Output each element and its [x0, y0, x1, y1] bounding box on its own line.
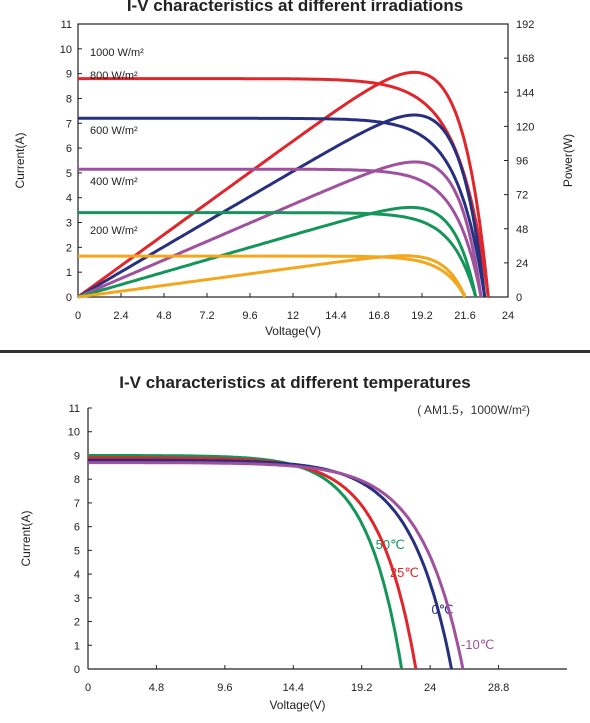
x-tick-label: 9.6	[217, 682, 232, 694]
y-axis-label: Current(A)	[19, 510, 33, 566]
y-tick-label: 9	[66, 69, 72, 81]
iv-curve-line	[78, 116, 487, 298]
series-label: 25℃	[390, 565, 419, 580]
y-tick-label: 11	[61, 19, 72, 31]
y-tick-label: 3	[66, 218, 72, 230]
y-tick-label: 2	[74, 617, 80, 629]
power-curve-line	[77, 70, 490, 299]
y-axis-label: Current(A)	[13, 132, 27, 188]
x-tick-label: 2.4	[113, 310, 128, 322]
y2-tick-label: 48	[516, 224, 528, 236]
y-tick-label: 2	[66, 242, 72, 254]
series-label: 600 W/m²	[90, 125, 138, 137]
x-tick-label: 7.2	[199, 310, 214, 322]
y2-tick-label: 24	[516, 258, 528, 270]
x-tick-label: 14.4	[283, 682, 304, 694]
y-tick-label: 7	[74, 498, 80, 510]
power-curve-line	[77, 205, 478, 299]
x-tick-label: 0	[75, 310, 81, 322]
x-tick-label: 4.8	[149, 682, 164, 694]
iv-curve-line	[78, 167, 483, 298]
y2-tick-label: 0	[516, 292, 522, 304]
y-tick-label: 6	[66, 143, 72, 155]
irradiation-chart-panel: I-V characteristics at different irradia…	[0, 0, 590, 340]
temperature-curve-line	[88, 461, 465, 670]
iv-curve-line	[78, 211, 478, 298]
power-curve-line	[77, 254, 467, 299]
y-tick-label: 0	[74, 664, 80, 676]
x-tick-label: 12	[287, 310, 299, 322]
y2-tick-label: 192	[516, 19, 534, 31]
x-axis-label: Voltage(V)	[269, 698, 325, 712]
x-tick-label: 24	[502, 310, 514, 322]
chart-title: I-V characteristics at different irradia…	[126, 0, 464, 15]
iv-curve-line	[78, 77, 490, 298]
chart-title: I-V characteristics at different tempera…	[119, 373, 471, 392]
series-label: -10℃	[461, 637, 494, 652]
y-tick-label: 1	[66, 267, 72, 279]
x-tick-label: 21.6	[454, 310, 475, 322]
y-tick-label: 9	[74, 450, 80, 462]
y-tick-label: 8	[66, 93, 72, 105]
x-tick-label: 28.8	[488, 682, 509, 694]
y-tick-label: 8	[74, 474, 80, 486]
temperature-chart: 0 4.8 9.6 14.4 19.2 24 28.8 0 1 2 3 4 5 6 7 8 9 10 11 Volta…	[19, 403, 567, 712]
x-tick-label: 19.2	[351, 682, 372, 694]
y-tick-label: 10	[60, 44, 72, 56]
y-tick-label: 1	[74, 640, 80, 652]
iv-curve-line	[78, 254, 467, 298]
temperature-curve-line	[88, 454, 404, 670]
y2-tick-label: 168	[516, 53, 534, 65]
y-tick-label: 5	[74, 545, 80, 557]
x-tick-label: 9.6	[242, 310, 257, 322]
y-tick-label: 11	[69, 403, 80, 415]
series-label: 1000 W/m²	[90, 47, 144, 59]
y2-tick-label: 120	[516, 121, 534, 133]
y-tick-label: 0	[66, 292, 72, 304]
y-tick-label: 4	[66, 193, 72, 205]
y2-tick-label: 72	[516, 190, 528, 202]
x-tick-label: 16.8	[368, 310, 389, 322]
y-tick-label: 4	[74, 569, 80, 581]
chart-subtitle: ( AM1.5，1000W/m²)	[417, 403, 530, 417]
series-label: 200 W/m²	[90, 225, 138, 237]
temperature-curve-line	[88, 458, 453, 670]
temperature-chart-panel: I-V characteristics at different tempera…	[0, 350, 590, 720]
series-label: 400 W/m²	[90, 176, 138, 188]
y-tick-label: 5	[66, 168, 72, 180]
y-tick-label: 6	[74, 522, 80, 534]
y2-axis-label: Power(W)	[561, 134, 575, 187]
temperature-curve-line	[88, 456, 418, 670]
x-axis-label: Voltage(V)	[265, 324, 321, 338]
y2-tick-label: 96	[516, 156, 528, 168]
x-tick-label: 4.8	[156, 310, 171, 322]
y-tick-label: 3	[74, 593, 80, 605]
x-tick-label: 24	[424, 682, 436, 694]
x-tick-label: 19.2	[411, 310, 432, 322]
x-tick-label: 14.4	[325, 310, 346, 322]
series-label: 800 W/m²	[90, 70, 138, 82]
y-tick-label: 7	[66, 118, 72, 130]
y2-tick-label: 144	[516, 87, 534, 99]
x-tick-label: 0	[85, 682, 91, 694]
power-curve-line	[77, 160, 483, 299]
irradiation-chart: 0 2.4 4.8 7.2 9.6 12 14.4 16.8 19.2 21.6 240123456…	[13, 19, 575, 338]
y-tick-label: 10	[68, 427, 80, 439]
